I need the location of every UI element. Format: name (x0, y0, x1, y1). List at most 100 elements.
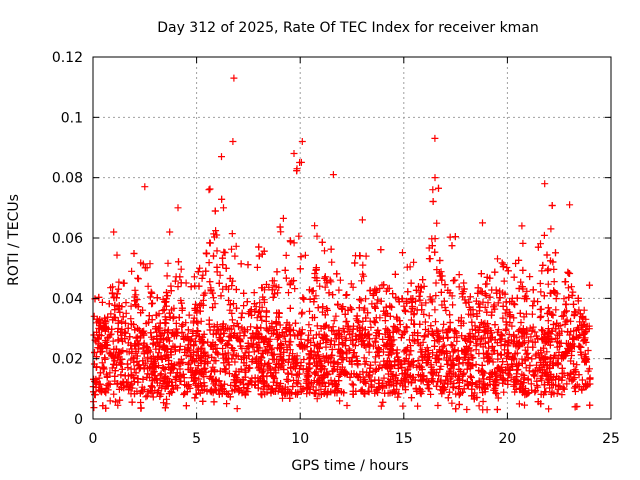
data-point (238, 324, 246, 332)
data-point (479, 219, 486, 227)
data-point (389, 290, 397, 298)
data-point (360, 342, 368, 349)
data-point (289, 383, 297, 390)
data-point (285, 341, 293, 349)
data-point (443, 329, 450, 337)
data-point (127, 320, 135, 328)
data-point (447, 365, 455, 373)
data-point (241, 373, 249, 381)
data-point (401, 306, 409, 314)
data-point (570, 300, 577, 308)
data-point (390, 387, 398, 395)
data-point (200, 330, 208, 338)
data-point (531, 388, 539, 396)
data-point (513, 366, 521, 374)
data-point (579, 313, 586, 321)
data-point (547, 371, 555, 378)
y-tick-label: 0.12 (52, 50, 83, 66)
data-point (570, 384, 578, 392)
data-point (122, 299, 130, 307)
data-point (420, 310, 428, 318)
data-point (494, 255, 501, 263)
data-point (571, 388, 579, 395)
data-point (132, 369, 140, 377)
data-point (213, 263, 221, 271)
data-point (165, 337, 173, 345)
data-point (431, 354, 439, 362)
data-point (105, 300, 113, 308)
data-point (543, 369, 551, 376)
data-point (123, 348, 131, 356)
data-point (232, 286, 240, 293)
data-point (285, 289, 292, 297)
data-point (247, 378, 255, 386)
data-point (426, 255, 434, 263)
data-point (421, 332, 429, 340)
data-point (391, 324, 399, 332)
data-point (484, 320, 491, 328)
data-point (114, 319, 122, 327)
data-point (362, 295, 370, 303)
data-point (499, 358, 507, 366)
data-point (552, 306, 560, 314)
data-point (124, 324, 132, 332)
x-axis-label: GPS time / hours (291, 458, 408, 474)
data-point (417, 288, 424, 296)
data-point (391, 270, 399, 278)
data-point (377, 402, 385, 410)
data-point (352, 352, 360, 360)
data-point (183, 388, 191, 396)
data-point (323, 336, 331, 344)
data-point (212, 357, 220, 365)
data-point (553, 343, 561, 351)
data-point (146, 260, 154, 268)
data-point (191, 337, 199, 345)
data-point (577, 322, 585, 330)
data-point (344, 323, 352, 331)
data-point (210, 294, 217, 302)
data-point (400, 375, 408, 383)
data-point (190, 341, 198, 349)
data-point (195, 282, 203, 290)
data-point (441, 281, 449, 289)
data-point (428, 375, 436, 383)
data-point (182, 402, 190, 410)
data-point (282, 324, 290, 332)
data-point (202, 352, 210, 360)
data-point (393, 349, 400, 357)
data-point (115, 385, 123, 393)
data-point (220, 204, 227, 212)
data-point (432, 292, 440, 300)
data-point (390, 323, 398, 330)
data-point (511, 350, 519, 358)
data-point (444, 333, 452, 341)
data-point (385, 381, 393, 389)
data-point (312, 264, 320, 272)
data-point (132, 291, 140, 299)
data-point (325, 324, 333, 332)
data-point (382, 325, 390, 333)
data-point (193, 347, 201, 355)
data-point (336, 276, 344, 284)
data-point (330, 317, 338, 325)
data-point (132, 301, 140, 309)
data-point (467, 351, 475, 359)
data-point (538, 336, 546, 343)
data-point (118, 365, 126, 373)
data-point (216, 386, 224, 394)
data-point (439, 343, 447, 351)
data-point (544, 280, 552, 288)
data-point (552, 249, 559, 257)
data-point (348, 380, 356, 388)
data-point (311, 369, 319, 377)
data-point (525, 337, 533, 345)
data-point (555, 382, 562, 390)
data-point (494, 299, 502, 307)
data-point (193, 306, 200, 314)
data-point (148, 333, 155, 341)
data-point (358, 338, 366, 346)
data-point (549, 311, 557, 319)
chart-title: Day 312 of 2025, Rate Of TEC Index for r… (157, 20, 539, 36)
data-point (189, 349, 197, 356)
data-point (450, 277, 457, 285)
